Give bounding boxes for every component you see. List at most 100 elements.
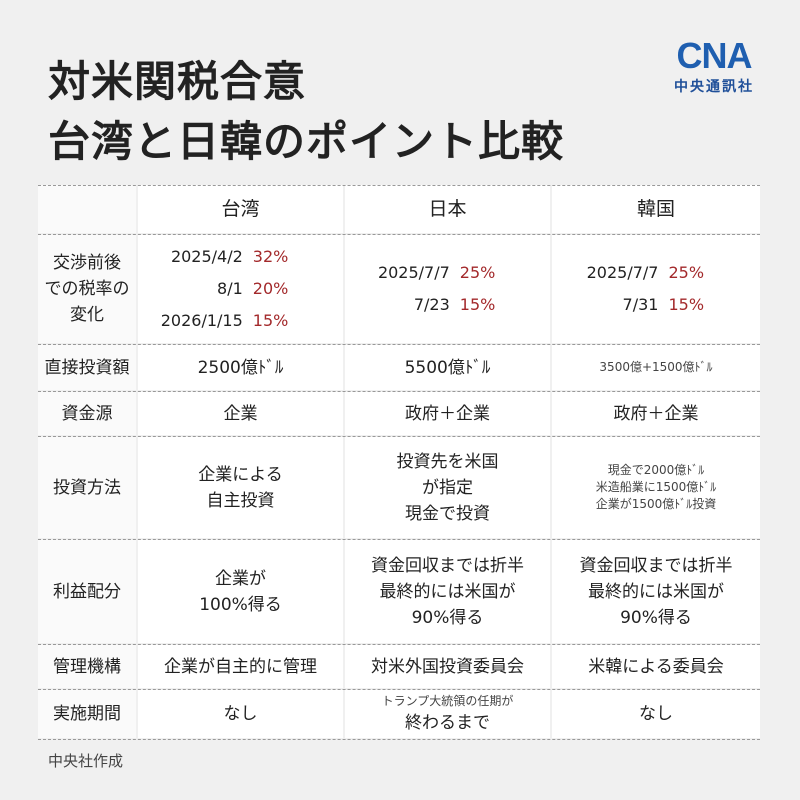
cell-line: 資金回収までは折半	[579, 555, 733, 576]
table-cell: 企業による 自主投資	[138, 437, 343, 538]
table-cell: なし	[552, 690, 760, 738]
table-cell: なし	[138, 690, 343, 738]
cell-line: 企業	[223, 403, 258, 424]
cell-line: 政府＋企業	[405, 403, 490, 424]
table-cell: 資金回収までは折半 最終的には米国が 90%得る	[552, 540, 760, 643]
title-line: 対米関税合意	[48, 57, 307, 106]
row-label: 交渉前後での税率の変化	[38, 235, 136, 343]
row-label: 管理機構	[38, 645, 136, 688]
tariff-line: 8/1 20%	[138, 273, 343, 305]
tariff-date: 2026/1/15	[160, 311, 243, 330]
row-label: 実施期間	[38, 690, 136, 738]
tariff-rate: 32%	[252, 247, 289, 266]
label-line: での税率の	[44, 279, 130, 299]
cell-line: 政府＋企業	[613, 403, 699, 424]
cell-line: 米韓による委員会	[588, 656, 724, 677]
divider	[38, 644, 760, 645]
table-cell: 対米外国投資委員会	[345, 645, 550, 688]
cell-line: 90%得る	[411, 607, 484, 628]
divider	[38, 185, 760, 186]
tariff-date: 7/23	[413, 295, 450, 314]
row-label: 直接投資額	[38, 345, 136, 390]
cell-line: 最終的には米国が	[379, 581, 516, 602]
divider	[38, 344, 760, 345]
table-cell: 企業が 100%得る	[138, 540, 343, 643]
table-cell: 政府＋企業	[552, 392, 760, 435]
divider	[38, 739, 760, 740]
row-label: 資金源	[38, 392, 136, 435]
header-text: 韓国	[636, 198, 675, 220]
tariff-date: 8/1	[217, 279, 243, 298]
column-header: 韓国	[552, 185, 760, 233]
table-cell: トランプ大統領の任期が 終わるまで	[345, 690, 550, 738]
label-line: 変化	[70, 305, 104, 325]
tariff-date: 7/31	[622, 295, 659, 314]
row-label: 利益配分	[38, 540, 136, 643]
divider	[38, 234, 760, 235]
cell-line: 5500億ﾄﾞﾙ	[404, 357, 491, 378]
cell-line: 90%得る	[620, 607, 692, 628]
column-header: 台湾	[138, 185, 343, 233]
cell-line: 現金で投資	[405, 503, 490, 524]
title-line: 台湾と日韓のポイント比較	[48, 117, 565, 166]
table-cell: 企業	[138, 392, 343, 435]
cell-line: 現金で2000億ﾄﾞﾙ	[607, 463, 705, 477]
cell-line: が指定	[422, 477, 473, 498]
logo-mark: CNA	[676, 35, 753, 76]
cell-line: 2500億ﾄﾞﾙ	[197, 357, 284, 378]
table-cell: 2025/4/2 32% 8/1 20% 2026/1/15 15%	[138, 235, 343, 343]
label-line: 利益配分	[53, 581, 121, 602]
tariff-rate: 15%	[459, 295, 496, 314]
tariff-line: 2025/7/7 25%	[552, 257, 760, 289]
tariff-rate: 20%	[252, 279, 289, 298]
table-cell: 2500億ﾄﾞﾙ	[138, 345, 343, 390]
tariff-line: 2026/1/15 15%	[138, 305, 343, 337]
label-line: 投資方法	[53, 477, 121, 498]
tariff-date: 2025/7/7	[377, 263, 450, 282]
tariff-line: 7/23 15%	[345, 289, 550, 321]
header-cell	[38, 185, 136, 233]
table-cell: 5500億ﾄﾞﾙ	[345, 345, 550, 390]
tariff-date: 2025/4/2	[170, 247, 243, 266]
cell-line: 企業が自主的に管理	[164, 656, 317, 677]
cell-line: 資金回収までは折半	[371, 555, 524, 576]
tariff-line: 2025/4/2 32%	[138, 241, 343, 273]
label-line: 管理機構	[53, 656, 121, 677]
table-cell: 現金で2000億ﾄﾞﾙ 米造船業に1500億ﾄﾞﾙ 企業が1500億ﾄﾞﾙ投資	[552, 437, 760, 538]
header-text: 日本	[428, 198, 467, 220]
cell-line: 企業が1500億ﾄﾞﾙ投資	[595, 497, 717, 511]
label-line: 直接投資額	[44, 357, 130, 378]
cell-line: 企業が	[215, 568, 266, 589]
table-cell: 投資先を米国 が指定現金で投資	[345, 437, 550, 538]
cell-line: 最終的には米国が	[588, 581, 724, 602]
logo-name: 中央通訊社	[674, 79, 754, 95]
column-header: 日本	[345, 185, 550, 233]
cell-line: 企業による	[198, 464, 283, 485]
table-cell: 資金回収までは折半 最終的には米国が 90%得る	[345, 540, 550, 643]
table-cell: 政府＋企業	[345, 392, 550, 435]
tariff-rate: 25%	[668, 263, 705, 282]
cell-line: なし	[639, 704, 673, 724]
cell-line: 100%得る	[199, 594, 282, 615]
tariff-rate: 25%	[459, 263, 496, 282]
footer: 中央社作成	[48, 752, 124, 770]
cell-line: なし	[223, 704, 258, 724]
divider	[38, 391, 760, 392]
table-cell: 米韓による委員会	[552, 645, 760, 688]
table-cell: 2025/7/7 25% 7/23 15%	[345, 235, 550, 343]
table-cell: 2025/7/7 25% 7/31 15%	[552, 235, 760, 343]
header-text: 台湾	[221, 198, 260, 220]
cell-line: 米造船業に1500億ﾄﾞﾙ	[595, 480, 717, 494]
divider	[38, 689, 760, 690]
divider	[38, 539, 760, 540]
tariff-line: 7/31 15%	[552, 289, 760, 321]
tariff-line: 2025/7/7 25%	[345, 257, 550, 289]
table-cell: 3500億+1500億ﾄﾞﾙ	[552, 345, 760, 390]
tariff-date: 2025/7/7	[586, 263, 659, 282]
cell-line: 対米外国投資委員会	[371, 656, 524, 677]
tariff-rate: 15%	[668, 295, 705, 314]
row-label: 投資方法	[38, 437, 136, 538]
cell-line: 投資先を米国	[396, 451, 499, 472]
label-line: 交渉前後	[53, 253, 121, 273]
